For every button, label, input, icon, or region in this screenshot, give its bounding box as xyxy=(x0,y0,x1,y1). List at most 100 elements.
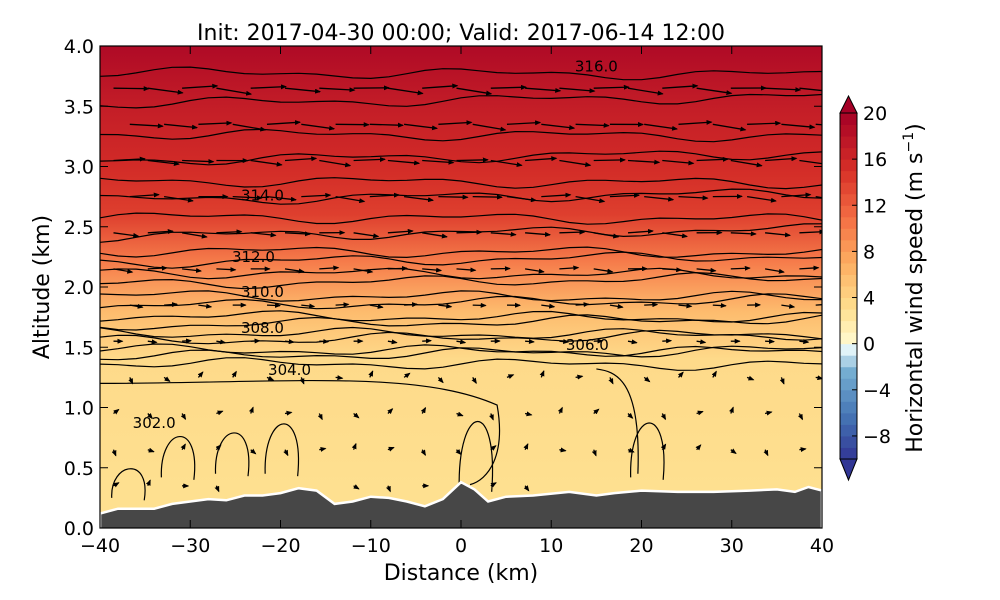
colorbar-segment xyxy=(840,239,857,252)
theta-contour-line xyxy=(264,423,300,477)
wind-vector xyxy=(404,123,438,131)
wind-vector xyxy=(781,192,812,198)
colorbar-segment xyxy=(840,262,857,275)
wind-vector xyxy=(422,232,448,239)
wind-vector xyxy=(575,374,584,380)
colorbar-segment xyxy=(840,332,857,345)
wind-vector xyxy=(471,377,477,385)
wind-vector xyxy=(113,86,150,92)
wind-vector xyxy=(815,304,822,306)
colorbar-label-exponent: −1 xyxy=(901,132,917,153)
contour-label: 304.0 xyxy=(268,361,311,379)
y-tick-label: 1.5 xyxy=(64,337,94,359)
wind-vector xyxy=(456,411,464,417)
theta-contour-labels: 302.0 304.0 306.0 308.0 310.0 312.0 314.0 316.0 xyxy=(133,57,618,432)
colorbar-tick-label: 16 xyxy=(863,149,887,171)
colorbar-segment xyxy=(840,193,857,206)
wind-vector xyxy=(712,303,727,309)
wind-vector xyxy=(799,339,810,345)
y-tick-label: 0.5 xyxy=(64,458,94,480)
wind-vector xyxy=(422,338,432,344)
wind-vector xyxy=(591,449,597,457)
colorbar-segment xyxy=(840,182,857,195)
colorbar-tick-label: 12 xyxy=(863,195,887,217)
wind-vector xyxy=(729,406,734,414)
wind-vector xyxy=(472,194,503,200)
wind-vector xyxy=(677,371,684,378)
wind-vector xyxy=(799,447,807,453)
wind-vector xyxy=(198,303,213,309)
wind-vector xyxy=(111,449,117,457)
wind-vector xyxy=(764,410,773,416)
colorbar-tick-label: 4 xyxy=(863,288,875,310)
wind-vector xyxy=(319,87,356,93)
wind-vector xyxy=(747,120,782,126)
contour-label: 316.0 xyxy=(575,57,618,75)
colorbar-frame xyxy=(839,112,858,460)
wind-vector xyxy=(403,372,411,379)
colorbar-tick-label: −4 xyxy=(863,380,891,402)
wind-vector xyxy=(660,413,667,421)
theta-contour-line xyxy=(100,290,822,302)
theta-contour-line xyxy=(100,223,822,243)
wind-vector xyxy=(284,231,311,237)
colorbar-ticks: 20 16 12 8 4 0 −4 −8 xyxy=(852,103,891,448)
wind-vector xyxy=(164,302,178,308)
wind-vector xyxy=(317,413,323,421)
wind-vector xyxy=(387,87,424,96)
theta-contour-line xyxy=(100,150,822,166)
wind-vector xyxy=(815,375,822,381)
wind-vector xyxy=(575,122,610,128)
contour-label: 306.0 xyxy=(566,336,609,354)
wind-vector xyxy=(559,447,567,453)
colorbar-label: Horizontal wind speed (m s−1) xyxy=(901,123,928,453)
wind-vector xyxy=(387,339,398,345)
theta-contour-line xyxy=(100,251,822,269)
colorbar-label-close: ) xyxy=(903,123,928,132)
wind-vector xyxy=(422,267,443,273)
x-tick-label: −30 xyxy=(170,535,210,557)
theta-contour-line xyxy=(100,246,822,259)
wind-vector xyxy=(609,303,624,309)
plot-area xyxy=(100,46,822,528)
wind-vector xyxy=(231,370,237,378)
wind-vector xyxy=(113,232,140,238)
x-tick-label: 20 xyxy=(629,535,653,557)
colorbar-segment xyxy=(840,389,857,402)
y-axis-label: Altitude (km) xyxy=(30,215,55,359)
contour-label: 310.0 xyxy=(241,283,284,301)
wind-vector xyxy=(386,485,391,493)
wind-vector xyxy=(182,267,202,273)
wind-vector xyxy=(438,194,469,200)
wind-vector xyxy=(129,192,160,198)
wind-vector xyxy=(797,413,804,421)
wind-vector xyxy=(216,410,224,416)
colorbar-segment xyxy=(840,424,857,437)
wind-vector xyxy=(456,339,467,345)
theta-contour-line xyxy=(100,128,822,143)
wind-vector xyxy=(696,339,707,345)
wind-vector xyxy=(662,338,673,344)
wind-vector xyxy=(696,267,717,273)
colorbar-segment xyxy=(840,136,857,149)
theta-contour-line xyxy=(630,422,665,480)
wind-vector xyxy=(695,444,702,451)
wind-vector xyxy=(456,87,493,96)
wind-vector xyxy=(284,87,321,94)
wind-vector xyxy=(559,339,570,345)
wind-vector xyxy=(353,156,386,162)
theta-contours xyxy=(100,66,822,501)
wind-vector xyxy=(180,413,187,421)
wind-vector xyxy=(438,303,453,309)
wind-vector xyxy=(145,479,151,487)
wind-vector xyxy=(678,119,713,125)
wind-vector xyxy=(284,268,305,274)
wind-vector xyxy=(781,303,796,309)
wind-vector xyxy=(351,442,357,450)
wind-vector xyxy=(437,376,444,384)
wind-vector xyxy=(644,302,659,308)
colorbar-segment xyxy=(840,113,857,126)
wind-vector xyxy=(198,120,233,126)
wind-vector xyxy=(559,229,586,235)
wind-vector xyxy=(266,375,275,381)
